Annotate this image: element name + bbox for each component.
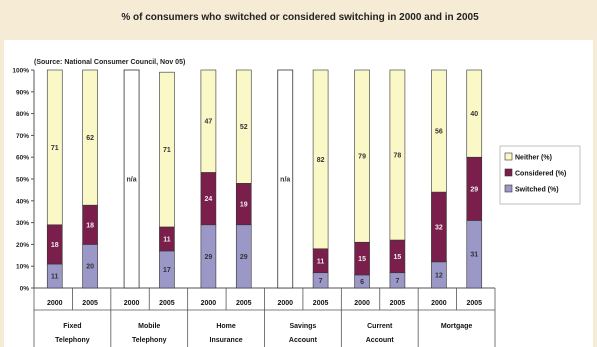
y-tick-label: 10% — [16, 264, 29, 271]
bar-value-label: 18 — [51, 242, 59, 249]
legend-box — [499, 145, 581, 205]
y-tick-label: 80% — [16, 111, 29, 118]
bar-segment-neither — [431, 69, 447, 193]
bar-value-label: 56 — [435, 129, 443, 136]
x-year-label: 2005 — [159, 300, 175, 307]
x-category-label: Home — [216, 323, 236, 330]
x-year-label: 2000 — [431, 300, 447, 307]
bar-value-label: 15 — [394, 254, 402, 261]
bar-value-label: 19 — [240, 202, 248, 209]
x-category-label: Account — [366, 337, 395, 344]
bar-segment-neither — [159, 71, 175, 228]
bar-segment-neither — [235, 69, 252, 184]
x-category-label: Fixed — [63, 323, 81, 330]
bar-value-label: 52 — [240, 124, 248, 131]
bar-value-label: 12 — [435, 272, 443, 279]
x-year-label: 2005 — [313, 300, 329, 307]
chart-title: % of consumers who switched or considere… — [121, 12, 479, 23]
y-tick-label: 30% — [16, 220, 29, 227]
x-category-label: Account — [289, 337, 318, 344]
bar-value-label: 11 — [317, 258, 325, 265]
bar-value-label: 79 — [358, 154, 366, 161]
bar-value-label: 24 — [205, 196, 213, 203]
bar-value-label: 6 — [360, 279, 364, 286]
bar-segment-neither — [312, 69, 329, 250]
bar-value-label: 11 — [51, 274, 59, 281]
bar-segment-neither — [389, 69, 406, 241]
legend: Neither (%) Considered (%) Switched (%) — [499, 145, 581, 205]
bar-value-label: 11 — [163, 236, 171, 243]
bar-value-label: 29 — [470, 186, 478, 193]
legend-label: Switched (%) — [515, 187, 559, 194]
legend-swatch — [504, 152, 513, 161]
bar-value-label: 29 — [205, 254, 213, 261]
x-category-label: Insurance — [210, 337, 243, 344]
source-note: (Source: National Consumer Council, Nov … — [34, 59, 185, 66]
legend-label: Considered (%) — [515, 171, 566, 178]
bar-value-label: 18 — [86, 222, 94, 229]
bar-value-label: 15 — [358, 256, 366, 263]
legend-swatch — [504, 168, 513, 177]
x-category-label: Telephony — [132, 337, 167, 344]
y-tick-label: 20% — [16, 242, 29, 249]
bar-value-label: 7 — [319, 278, 323, 285]
x-year-label: 2000 — [277, 300, 293, 307]
bar-na — [123, 69, 140, 289]
bar-value-label: 47 — [205, 119, 213, 126]
bar-segment-neither — [354, 69, 370, 243]
y-tick-label: 70% — [16, 133, 29, 140]
bar-value-label: 29 — [240, 254, 248, 261]
bar-na-label: n/a — [280, 177, 290, 184]
y-tick-label: 100% — [12, 68, 29, 75]
bar-na-label: n/a — [127, 177, 137, 184]
bar-segment-neither — [200, 69, 217, 173]
y-tick-label: 60% — [16, 155, 29, 162]
plot-area: 0%10%20%30%40%50%60%70%80%90%100%1118712… — [12, 68, 496, 347]
bar-value-label: 20 — [86, 264, 94, 271]
bar-value-label: 71 — [163, 147, 171, 154]
bar-value-label: 32 — [435, 224, 443, 231]
bar-value-label: 17 — [163, 267, 171, 274]
x-category-label: Savings — [289, 323, 316, 330]
x-category-label: Current — [367, 323, 393, 330]
x-year-label: 2000 — [47, 300, 63, 307]
legend-swatch — [504, 184, 513, 193]
x-year-label: 2000 — [354, 300, 370, 307]
x-year-label: 2005 — [390, 300, 406, 307]
y-tick-label: 90% — [16, 89, 29, 96]
bar-value-label: 78 — [394, 153, 402, 160]
x-year-label: 2005 — [466, 300, 482, 307]
x-year-label: 2005 — [236, 300, 252, 307]
bar-value-label: 62 — [86, 135, 94, 142]
y-tick-label: 50% — [16, 177, 29, 184]
bar-segment-neither — [466, 69, 483, 158]
bar-na — [277, 69, 294, 289]
bar-value-label: 31 — [470, 252, 478, 259]
bar-value-label: 40 — [470, 111, 478, 118]
x-category-label: Mobile — [138, 323, 160, 330]
bar-segment-neither — [46, 69, 63, 226]
bar-value-label: 7 — [395, 278, 399, 285]
x-year-label: 2005 — [82, 300, 98, 307]
x-year-label: 2000 — [124, 300, 140, 307]
bar-value-label: 82 — [317, 157, 325, 164]
y-tick-label: 40% — [16, 198, 29, 205]
bar-value-label: 71 — [51, 145, 59, 152]
x-year-label: 2000 — [201, 300, 217, 307]
x-category-label: Mortgage — [441, 323, 473, 330]
x-category-label: Telephony — [55, 337, 90, 344]
y-tick-label: 0% — [20, 286, 30, 293]
legend-label: Neither (%) — [515, 155, 552, 162]
bar-segment-neither — [82, 69, 98, 206]
